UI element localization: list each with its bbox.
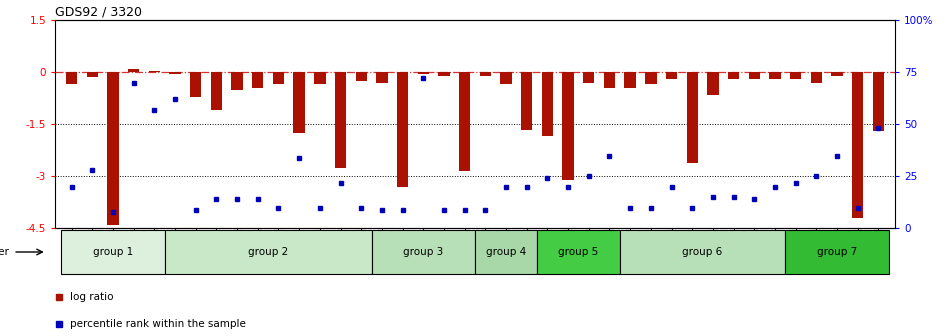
Bar — [749, 72, 760, 79]
Bar — [86, 72, 98, 78]
Text: group 7: group 7 — [817, 247, 857, 257]
Text: group 1: group 1 — [93, 247, 133, 257]
Bar — [619, 230, 786, 274]
Bar — [475, 230, 537, 274]
Bar — [852, 72, 864, 218]
Bar — [164, 230, 371, 274]
Bar — [666, 72, 677, 79]
Bar — [66, 72, 77, 84]
Bar — [149, 71, 160, 72]
Bar — [232, 72, 243, 90]
Text: percentile rank within the sample: percentile rank within the sample — [70, 319, 246, 329]
Bar — [355, 72, 367, 81]
Bar — [624, 72, 636, 88]
Bar — [459, 72, 470, 171]
Text: group 6: group 6 — [682, 247, 723, 257]
Bar — [438, 72, 449, 76]
Bar — [770, 72, 781, 79]
Bar — [831, 72, 843, 76]
Bar — [273, 72, 284, 84]
Bar — [62, 230, 164, 274]
Bar — [707, 72, 718, 95]
Bar — [314, 72, 326, 84]
Bar — [294, 72, 305, 133]
Bar — [786, 230, 888, 274]
Bar — [190, 72, 201, 96]
Bar — [873, 72, 884, 131]
Bar — [169, 72, 180, 74]
Bar — [810, 72, 822, 83]
Bar — [521, 72, 532, 130]
Bar — [334, 72, 346, 168]
Bar — [252, 72, 263, 88]
Bar — [537, 230, 619, 274]
Bar — [107, 72, 119, 225]
Text: group 3: group 3 — [403, 247, 444, 257]
Text: other: other — [0, 247, 9, 257]
Bar — [645, 72, 656, 84]
Bar — [480, 72, 491, 76]
Bar — [790, 72, 801, 79]
Bar — [371, 230, 475, 274]
Text: group 4: group 4 — [485, 247, 526, 257]
Bar — [542, 72, 553, 136]
Text: log ratio: log ratio — [70, 292, 114, 302]
Text: group 2: group 2 — [248, 247, 288, 257]
Bar — [728, 72, 739, 79]
Bar — [128, 69, 140, 72]
Bar — [687, 72, 698, 163]
Bar — [501, 72, 512, 84]
Bar — [604, 72, 616, 88]
Bar — [418, 72, 429, 74]
Bar — [376, 72, 388, 83]
Text: group 5: group 5 — [559, 247, 598, 257]
Bar — [397, 72, 408, 187]
Text: GDS92 / 3320: GDS92 / 3320 — [55, 6, 142, 19]
Bar — [583, 72, 595, 83]
Bar — [211, 72, 222, 111]
Bar — [562, 72, 574, 180]
